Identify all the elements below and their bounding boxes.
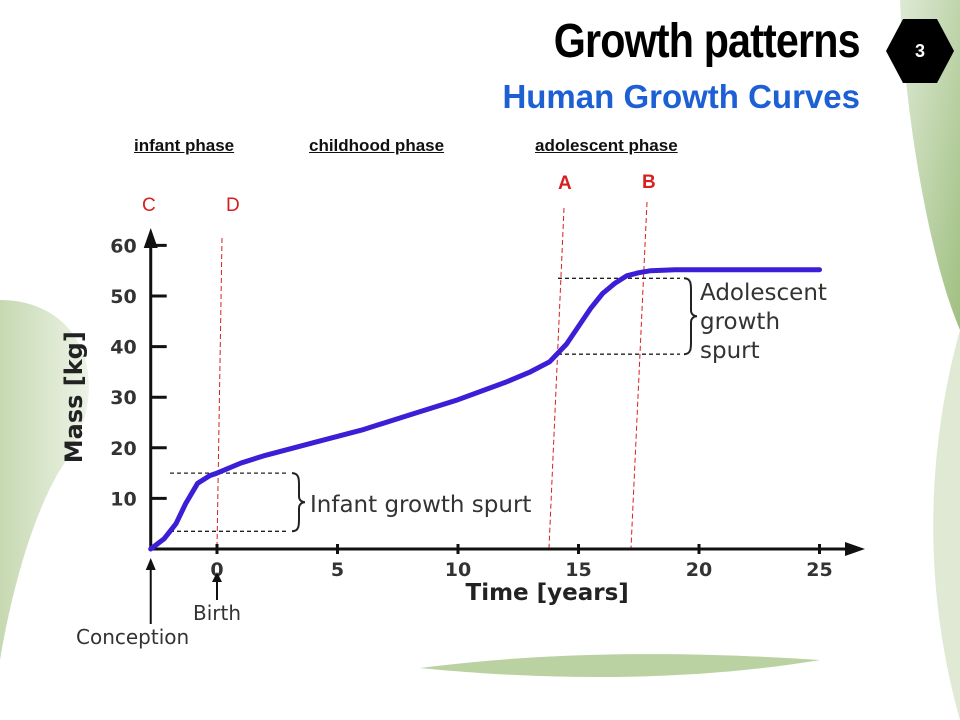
adolescent-spurt-bracket-brace [683, 277, 698, 356]
adolescent-spurt-label-line: spurt [700, 338, 760, 364]
y-axis-title: Mass [kg] [60, 331, 88, 463]
y-tick-label: 40 [110, 337, 136, 359]
conception-label: Conception [76, 625, 189, 649]
y-axis-arrowhead [143, 228, 158, 248]
decor-swoosh-left [0, 300, 89, 660]
x-tick-label: 5 [331, 559, 344, 581]
x-tick-label: 0 [210, 559, 223, 581]
adolescent-spurt-label-line: Adolescent [700, 280, 827, 306]
marker-label-b: B [642, 172, 656, 193]
marker-label-a: A [558, 173, 572, 194]
phase-label-childhood: childhood phase [309, 136, 445, 155]
x-tick-label: 20 [686, 559, 712, 581]
growth-curve [148, 267, 822, 552]
decor-swoosh-bottom [420, 654, 820, 678]
marker-label-d: D [226, 195, 240, 216]
y-tick-label: 50 [110, 286, 136, 308]
conception-arrowhead [145, 558, 156, 570]
marker-label-c: C [142, 195, 156, 216]
slide-title: Growth patterns [554, 15, 861, 68]
slide-subtitle: Human Growth Curves [502, 78, 860, 115]
birth-label: Birth [193, 601, 241, 625]
y-tick-label: 10 [110, 488, 136, 510]
phase-line-b [630, 201, 648, 549]
y-tick-label: 60 [110, 235, 136, 257]
x-tick-label: 15 [565, 559, 591, 581]
infant-spurt-label: Infant growth spurt [310, 492, 531, 518]
decor-swoosh-right-outer [933, 330, 960, 720]
y-tick-label: 20 [110, 438, 136, 460]
x-axis-arrowhead [845, 542, 865, 556]
phase-line-d [216, 237, 223, 549]
x-tick-label: 25 [806, 559, 832, 581]
x-axis-title: Time [years] [466, 580, 629, 606]
phase-label-infant: infant phase [134, 136, 235, 155]
birth-arrowhead [212, 572, 222, 582]
phase-line-a [548, 207, 565, 549]
page-number-badge [886, 19, 954, 83]
infant-spurt-bracket-brace [291, 472, 306, 533]
page-number: 3 [914, 40, 925, 61]
x-tick-label: 10 [445, 559, 471, 581]
phase-label-adolescent: adolescent phase [535, 136, 678, 155]
adolescent-spurt-label-line: growth [700, 309, 780, 335]
y-tick-label: 30 [110, 387, 136, 409]
